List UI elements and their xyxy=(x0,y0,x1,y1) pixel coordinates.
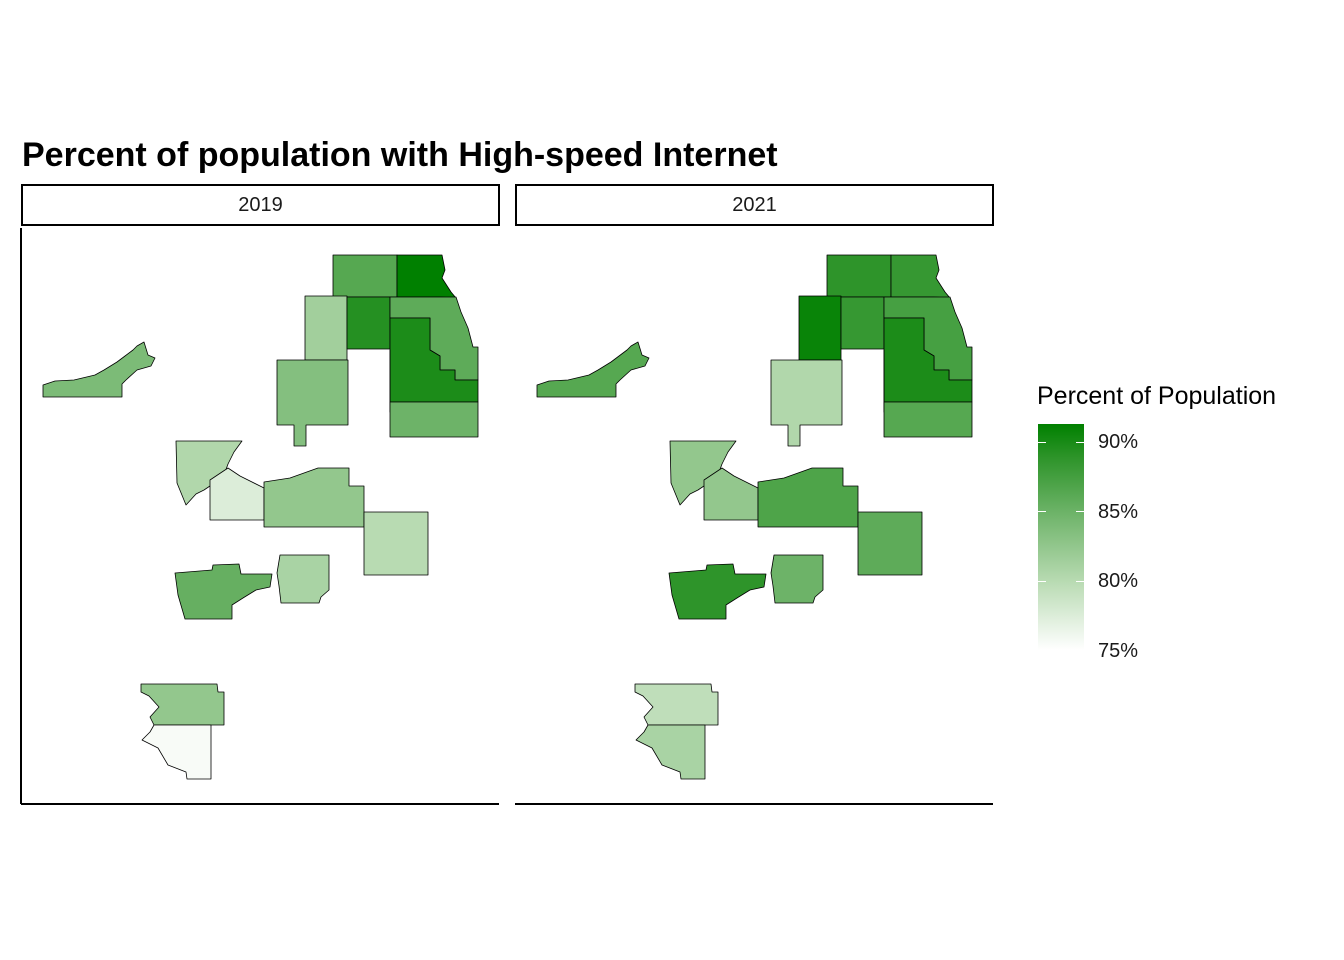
legend-mark xyxy=(1076,581,1084,582)
region-r09-2019 xyxy=(276,359,349,447)
region-r03-2021 xyxy=(798,295,842,361)
facet-label-2019: 2019 xyxy=(21,184,500,226)
region-r03-2019 xyxy=(304,295,348,361)
region-r15-2021 xyxy=(770,554,824,604)
legend-tick-label: 75% xyxy=(1098,640,1139,662)
region-r02-2019 xyxy=(396,254,457,299)
legend-mark xyxy=(1076,511,1084,512)
legend-title: Percent of Population xyxy=(1037,382,1277,410)
region-r12-2019 xyxy=(263,467,365,528)
legend-tick-label: 90% xyxy=(1098,431,1139,453)
region-r13-2021 xyxy=(857,511,923,576)
region-r01-2021 xyxy=(826,254,892,298)
region-r15-2019 xyxy=(276,554,330,604)
facet-label-2021: 2021 xyxy=(515,184,994,226)
map-panel-2019 xyxy=(42,254,479,780)
region-r07-2019 xyxy=(389,401,479,438)
region-r02-2021 xyxy=(890,254,951,299)
legend-mark xyxy=(1038,511,1046,512)
region-r18-2021 xyxy=(536,341,650,398)
legend-mark xyxy=(1038,581,1046,582)
region-r14-2019 xyxy=(174,563,273,620)
region-r09-2021 xyxy=(770,359,843,447)
legend-colorbar xyxy=(1038,424,1084,650)
region-r16-2021 xyxy=(634,683,719,726)
region-r04-2019 xyxy=(346,296,391,350)
region-r14-2021 xyxy=(668,563,767,620)
region-r18-2019 xyxy=(42,341,156,398)
region-r13-2019 xyxy=(363,511,429,576)
region-r07-2021 xyxy=(883,401,973,438)
region-r17-2021 xyxy=(635,724,706,780)
map-panel-2021 xyxy=(536,254,973,780)
region-r01-2019 xyxy=(332,254,398,298)
legend-tick-label: 85% xyxy=(1098,501,1139,523)
legend-mark xyxy=(1076,442,1084,443)
region-r04-2021 xyxy=(840,296,885,350)
region-r16-2019 xyxy=(140,683,225,726)
region-r12-2021 xyxy=(757,467,859,528)
region-r11-2021 xyxy=(703,467,759,521)
legend-tick-label: 80% xyxy=(1098,570,1139,592)
legend-mark xyxy=(1038,442,1046,443)
chart-title: Percent of population with High-speed In… xyxy=(22,136,778,174)
region-r17-2019 xyxy=(141,724,212,780)
region-r11-2019 xyxy=(209,467,265,521)
